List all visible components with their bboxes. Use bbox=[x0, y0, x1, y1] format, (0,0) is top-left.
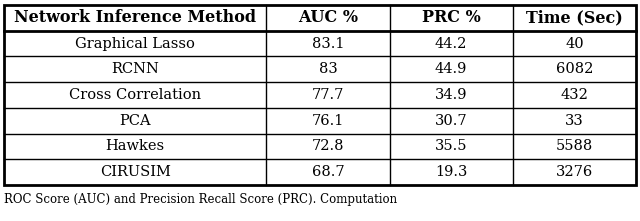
Bar bbox=[4, 5, 636, 185]
Text: PRC %: PRC % bbox=[422, 9, 481, 26]
Text: 5588: 5588 bbox=[556, 139, 593, 153]
Text: AUC %: AUC % bbox=[298, 9, 358, 26]
Text: 44.2: 44.2 bbox=[435, 36, 467, 51]
Text: 77.7: 77.7 bbox=[312, 88, 344, 102]
Text: 3276: 3276 bbox=[556, 165, 593, 179]
Text: Graphical Lasso: Graphical Lasso bbox=[76, 36, 195, 51]
Text: 19.3: 19.3 bbox=[435, 165, 467, 179]
Text: 83: 83 bbox=[319, 62, 337, 76]
Text: PCA: PCA bbox=[119, 114, 151, 128]
Text: 83.1: 83.1 bbox=[312, 36, 344, 51]
Text: 6082: 6082 bbox=[556, 62, 593, 76]
Text: 30.7: 30.7 bbox=[435, 114, 467, 128]
Text: Time (Sec): Time (Sec) bbox=[526, 9, 623, 26]
Text: RCNN: RCNN bbox=[111, 62, 159, 76]
Text: CIRUSIM: CIRUSIM bbox=[100, 165, 171, 179]
Text: 35.5: 35.5 bbox=[435, 139, 467, 153]
Text: 44.9: 44.9 bbox=[435, 62, 467, 76]
Text: 34.9: 34.9 bbox=[435, 88, 467, 102]
Text: ROC Score (AUC) and Precision Recall Score (PRC). Computation: ROC Score (AUC) and Precision Recall Sco… bbox=[4, 193, 397, 206]
Text: 72.8: 72.8 bbox=[312, 139, 344, 153]
Text: 432: 432 bbox=[561, 88, 588, 102]
Text: 68.7: 68.7 bbox=[312, 165, 344, 179]
Text: Hawkes: Hawkes bbox=[106, 139, 164, 153]
Text: Network Inference Method: Network Inference Method bbox=[14, 9, 256, 26]
Text: 76.1: 76.1 bbox=[312, 114, 344, 128]
Text: 40: 40 bbox=[565, 36, 584, 51]
Text: 33: 33 bbox=[565, 114, 584, 128]
Text: Cross Correlation: Cross Correlation bbox=[69, 88, 201, 102]
Bar bbox=[4, 5, 636, 185]
